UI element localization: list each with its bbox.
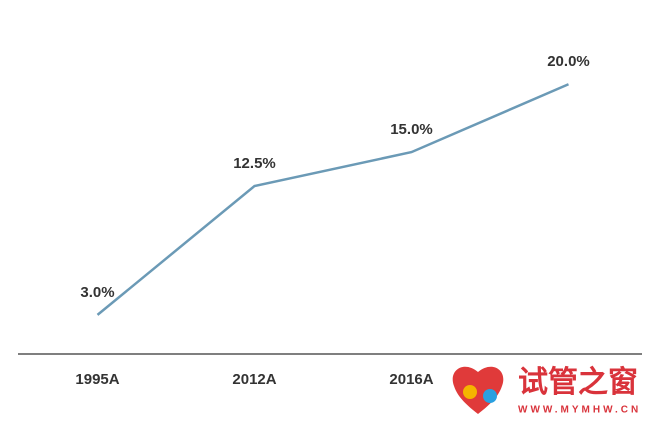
watermark-title: 试管之窗 [518, 365, 638, 399]
watermark-logo-dot [483, 389, 497, 403]
x-tick-label: 2016A [389, 371, 433, 388]
watermark: 试管之窗 WWW.MYMHW.CN [452, 365, 641, 416]
data-label: 20.0% [547, 53, 590, 70]
data-label: 3.0% [80, 284, 114, 301]
data-label: 12.5% [233, 155, 276, 172]
watermark-url: WWW.MYMHW.CN [518, 405, 641, 416]
data-label: 15.0% [390, 121, 433, 138]
watermark-logo-dot [463, 385, 477, 399]
x-tick-label: 2012A [232, 371, 276, 388]
line [96, 83, 569, 316]
x-tick-label: 1995A [75, 371, 119, 388]
